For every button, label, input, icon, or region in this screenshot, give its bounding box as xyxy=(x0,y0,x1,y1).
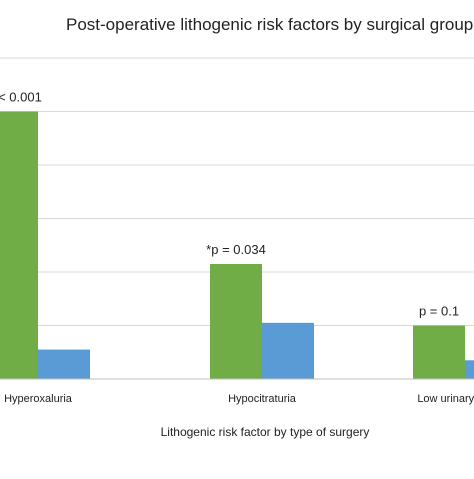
x-axis-title: Lithogenic risk factor by type of surger… xyxy=(161,425,370,439)
x-tick-label: Hyperoxaluria xyxy=(4,393,73,405)
bar-series-1-hypocitraturia xyxy=(210,263,262,379)
x-tick-label: Hypocitraturia xyxy=(228,393,297,405)
bar-series-1-hyperoxaluria xyxy=(0,111,38,379)
p-value-label: *p = 0.034 xyxy=(206,242,266,257)
x-tick-labels: Hyperoxaluria Hypocitraturia Low urinary v… xyxy=(4,393,474,405)
bar-series-2-hyperoxaluria xyxy=(38,349,90,379)
p-value-label: p = 0.1 xyxy=(419,304,459,319)
x-tick-label: Low urinary volume xyxy=(417,393,474,405)
bar-series-2-low-urinary-volume xyxy=(465,360,474,379)
bar-series-1-low-urinary-volume xyxy=(413,325,465,379)
chart-title: Post-operative lithogenic risk factors b… xyxy=(66,15,473,34)
p-value-label: *p < 0.001 xyxy=(0,90,42,105)
bar-series-2-hypocitraturia xyxy=(262,322,314,379)
significance-labels: *p < 0.001 *p = 0.034 p = 0.1 xyxy=(0,90,459,319)
bars xyxy=(0,111,474,379)
